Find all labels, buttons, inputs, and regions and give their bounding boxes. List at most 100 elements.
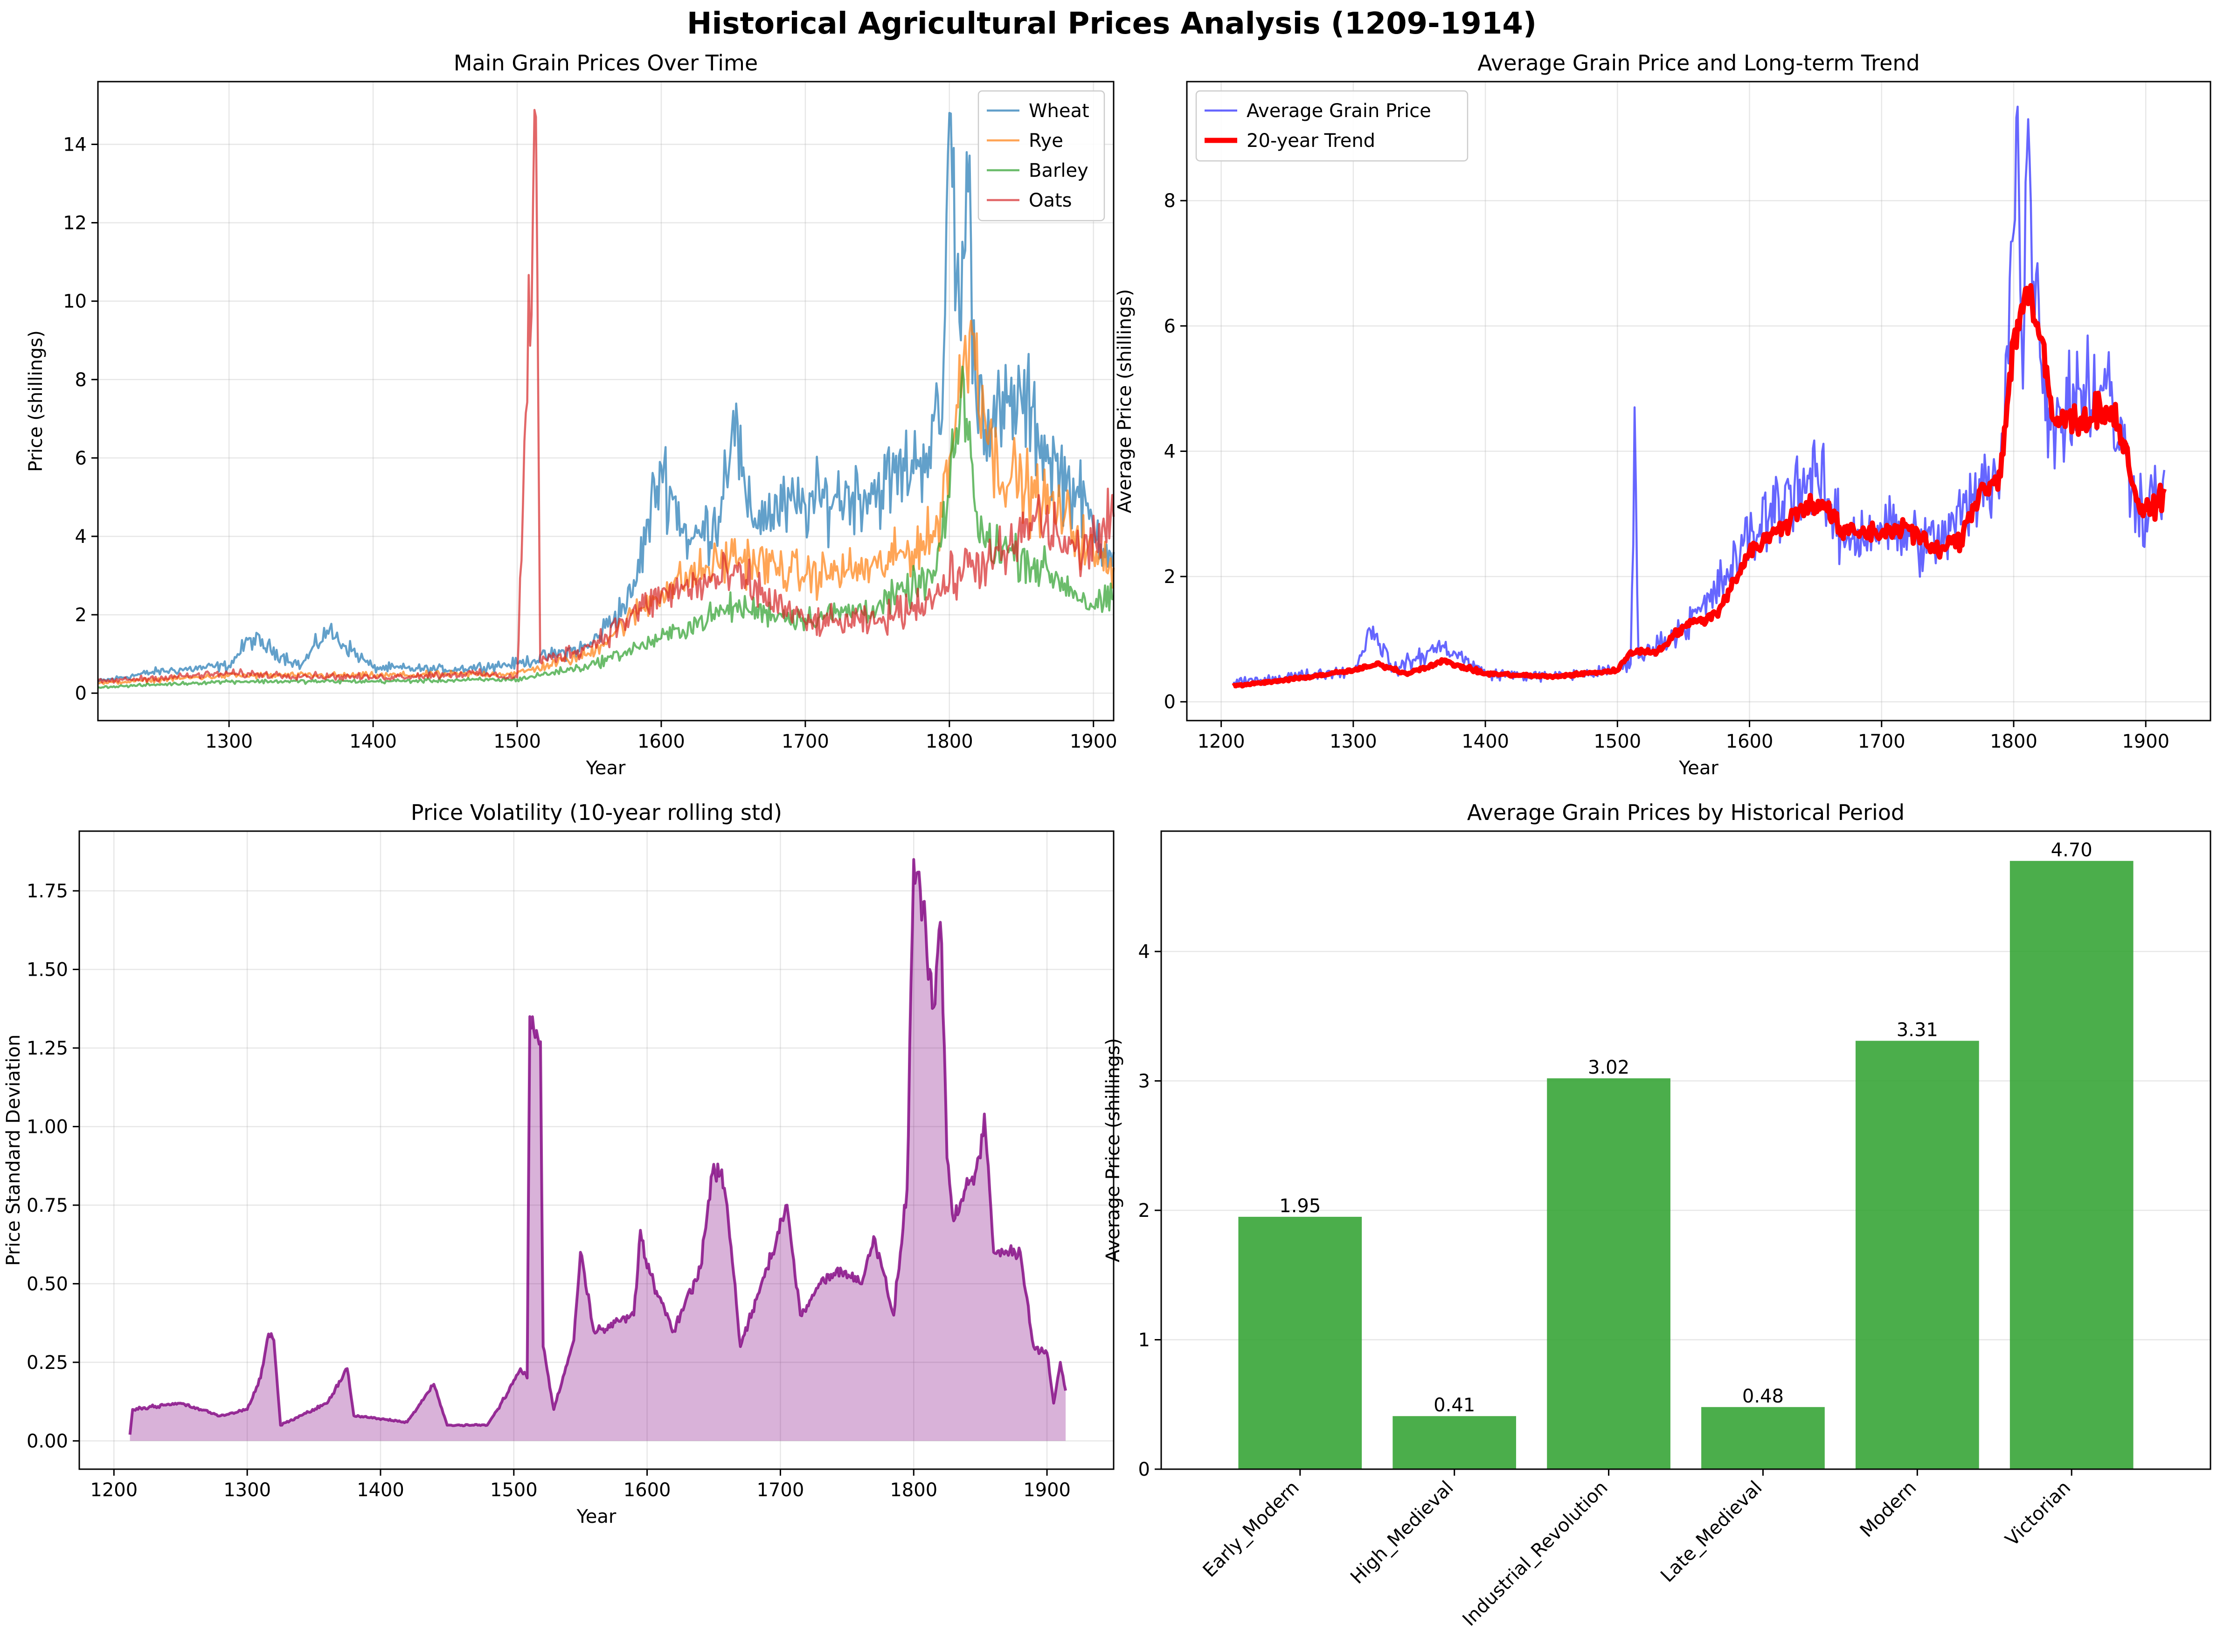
bar-value-label: 4.70 xyxy=(2051,840,2092,861)
axes-title-average-trend: Average Grain Price and Long-term Trend xyxy=(1477,50,1920,76)
y-tick-label: 0.00 xyxy=(27,1430,68,1452)
series-line-20-year-trend xyxy=(1232,283,2167,689)
axes-frame-main-grain xyxy=(97,81,1115,722)
volatility-series-line xyxy=(128,858,1067,1435)
y-tick-label: 4 xyxy=(1138,941,1150,963)
axes-title-periods: Average Grain Prices by Historical Perio… xyxy=(1467,800,1905,825)
x-tick-label: 1200 xyxy=(1198,731,1245,752)
y-tick-label: 6 xyxy=(75,448,87,469)
y-axis-label-average-trend: Average Price (shillings) xyxy=(1114,289,1136,514)
bar-value-label: 1.95 xyxy=(1279,1195,1321,1217)
legend-entry: Oats xyxy=(1029,190,1072,211)
axes-frame-periods xyxy=(1160,830,2211,1470)
plot-area-volatility xyxy=(128,858,1067,1441)
y-tick-label: 10 xyxy=(63,291,87,312)
bar-value-label: 3.31 xyxy=(1897,1020,1938,1041)
y-tick-label: 3 xyxy=(1138,1071,1150,1092)
axes-frame-volatility xyxy=(78,830,1115,1470)
bar-industrial-revolution xyxy=(1547,1078,1670,1469)
bar-modern xyxy=(1855,1041,1979,1469)
x-tick-label: 1300 xyxy=(205,731,253,752)
bar-value-label: 0.48 xyxy=(1742,1386,1784,1407)
legend-entry: Rye xyxy=(1029,130,1063,152)
series-line-oats xyxy=(97,109,1115,684)
series-line-barley xyxy=(97,365,1114,689)
legend-box xyxy=(1195,90,1469,162)
bar-early-modern xyxy=(1238,1216,1362,1469)
x-tick-label: 1600 xyxy=(624,1479,671,1501)
bar-value-label: 3.02 xyxy=(1588,1057,1629,1078)
y-tick-label: 1.00 xyxy=(27,1116,68,1138)
ticks-average-trend: 1200 1300 1400 1500 1600 1700 1800 1900 0 2 4 6 8 xyxy=(1164,190,2170,752)
ticks-volatility: 1200 1300 1400 1500 1600 1700 1800 1900 0.00 0.25… xyxy=(27,881,1071,1501)
bar-late-medieval xyxy=(1701,1407,1825,1469)
x-tick-label: 1500 xyxy=(493,731,541,752)
axes-average-trend: Average Grain Price 20-year Trend 1200 1300… xyxy=(1114,50,2211,779)
legend-box xyxy=(977,90,1105,222)
plot-area-average-trend xyxy=(1232,105,2167,689)
x-tick-label: 1800 xyxy=(1990,731,2037,752)
x-axis-label-average-trend: Year xyxy=(1678,757,1718,779)
series-line-average-grain-price xyxy=(1233,105,2166,686)
bars-periods: 1.95 0.41 3.02 0.48 3.31 4.70 xyxy=(1238,840,2134,1469)
y-tick-label: 8 xyxy=(1164,190,1176,212)
y-tick-label: 0.75 xyxy=(27,1195,68,1216)
y-axis-label-volatility: Price Standard Deviation xyxy=(3,1034,24,1266)
plot-area-main-grain xyxy=(97,109,1115,689)
x-tick-label: 1800 xyxy=(890,1479,937,1501)
ticks-main-grain: 1300 1400 1500 1600 1700 1800 1900 0 2 4 6 8 10 12 14 xyxy=(63,134,1117,752)
y-tick-label: 12 xyxy=(63,213,87,234)
legend-average-trend: Average Grain Price 20-year Trend xyxy=(1195,90,1469,162)
y-tick-label: 4 xyxy=(1164,441,1176,462)
y-tick-label: 0 xyxy=(1164,692,1176,713)
x-tick-label: 1500 xyxy=(1594,731,1641,752)
x-tick-label: 1500 xyxy=(490,1479,538,1501)
y-tick-label: 8 xyxy=(75,369,87,391)
volatility-area-fill xyxy=(130,859,1066,1441)
legend-entry: 20-year Trend xyxy=(1247,130,1375,152)
legend-entry: Average Grain Price xyxy=(1247,100,1431,122)
y-tick-label: 0 xyxy=(75,683,87,704)
x-tick-label: 1900 xyxy=(1023,1479,1071,1501)
x-tick-label: 1400 xyxy=(1462,731,1509,752)
x-tick-label: 1300 xyxy=(1330,731,1377,752)
y-tick-label: 1.50 xyxy=(27,959,68,981)
x-tick-label: 1300 xyxy=(223,1479,271,1501)
x-tick-label: 1600 xyxy=(637,731,685,752)
legend-entry: Wheat xyxy=(1029,100,1089,122)
bar-value-label: 0.41 xyxy=(1434,1395,1475,1416)
y-tick-label: 1 xyxy=(1138,1330,1150,1351)
axes-title-volatility: Price Volatility (10-year rolling std) xyxy=(411,800,782,825)
legend-main-grain: Wheat Rye Barley Oats xyxy=(977,90,1105,222)
y-tick-label: 1.25 xyxy=(27,1038,68,1059)
figure-title: Historical Agricultural Prices Analysis … xyxy=(687,7,1537,41)
x-tick-label: 1700 xyxy=(1858,731,1905,752)
x-tick-label: 1600 xyxy=(1726,731,1774,752)
y-tick-label: 14 xyxy=(63,134,87,155)
series-line-wheat xyxy=(97,111,1115,683)
x-tick-label: 1700 xyxy=(782,731,829,752)
x-axis-label-volatility: Year xyxy=(576,1506,617,1527)
y-tick-label: 2 xyxy=(1164,566,1176,588)
bar-victorian xyxy=(2009,861,2134,1469)
axes-main-grain: Wheat Rye Barley Oats 1300 1400 1500 1600 1700 18… xyxy=(25,50,1117,779)
axes-volatility: 1200 1300 1400 1500 1600 1700 1800 1900 0.00 0.25… xyxy=(3,800,1115,1527)
y-tick-label: 6 xyxy=(1164,316,1176,337)
y-tick-label: 2 xyxy=(1138,1200,1150,1222)
x-axis-label-main-grain: Year xyxy=(586,757,626,779)
axes-frame-average-trend xyxy=(1186,81,2211,722)
y-tick-label: 0.25 xyxy=(27,1352,68,1374)
x-tick-label: 1400 xyxy=(357,1479,404,1501)
bar-high-medieval xyxy=(1393,1416,1517,1469)
x-tick-label: 1400 xyxy=(349,731,397,752)
y-tick-label: 2 xyxy=(75,604,87,626)
x-tick-label: 1900 xyxy=(1070,731,1117,752)
x-tick-label: 1200 xyxy=(90,1479,138,1501)
x-tick-label: 1800 xyxy=(926,731,973,752)
y-axis-label-main-grain: Price (shillings) xyxy=(25,330,47,472)
y-tick-label: 1.75 xyxy=(27,881,68,902)
y-tick-label: 0.50 xyxy=(27,1273,68,1295)
y-tick-label: 4 xyxy=(75,526,87,548)
